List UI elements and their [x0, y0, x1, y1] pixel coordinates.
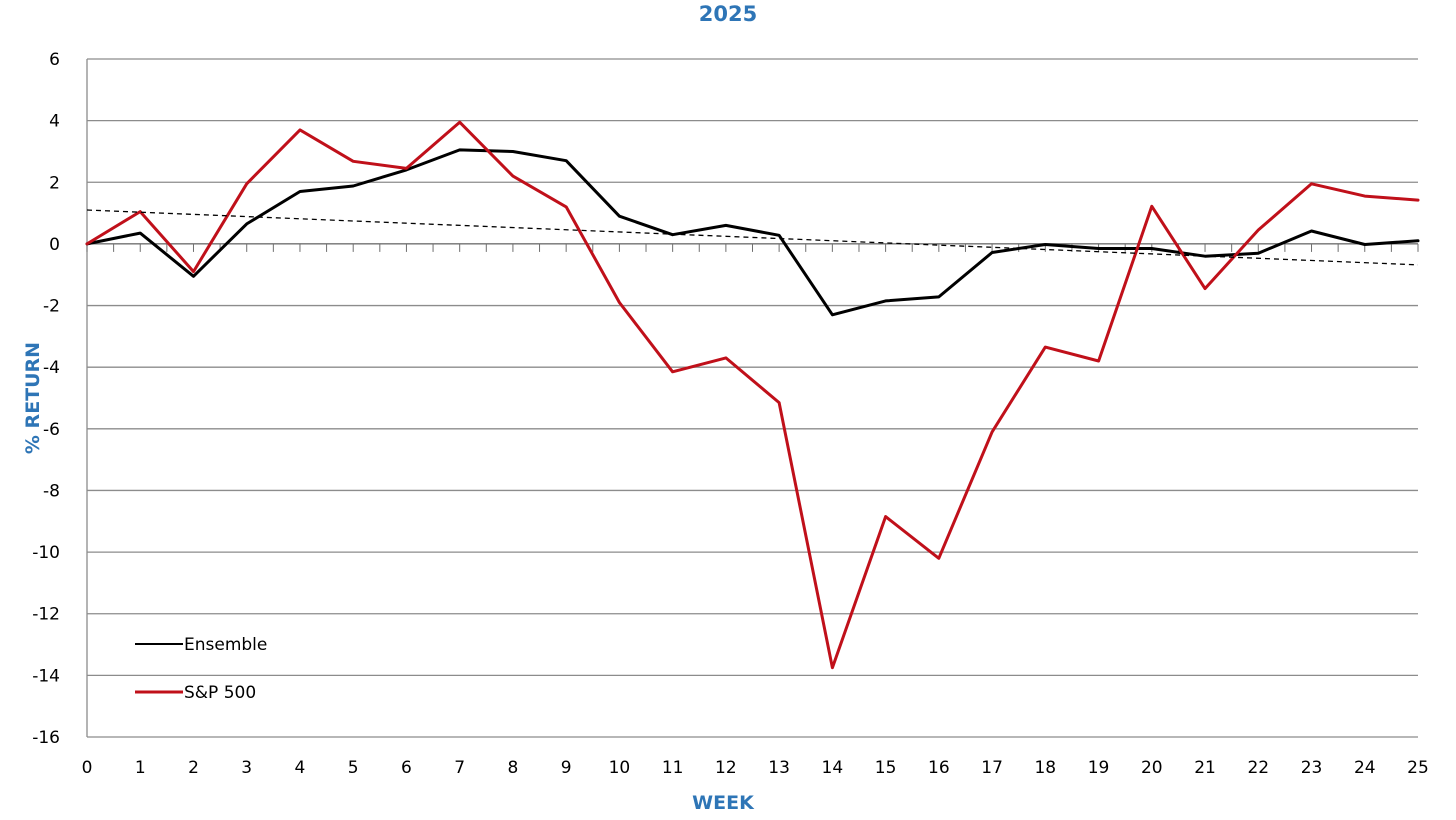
y-axis: 6 4 2 0 -2 -4 -6 -8 -10 -12 -14 -16 — [32, 50, 88, 748]
series-lines — [85, 120, 1420, 670]
x-tick-label: 7 — [454, 758, 465, 778]
x-tick-label: 1 — [135, 758, 146, 778]
x-tick-label: 16 — [928, 758, 950, 778]
x-tick-label: 18 — [1034, 758, 1056, 778]
x-tick-label: 2 — [188, 758, 199, 778]
y-tick-label: -6 — [43, 420, 60, 440]
gridlines — [87, 58, 1418, 738]
y-tick-label: -10 — [32, 543, 60, 563]
x-tick-label: 23 — [1301, 758, 1323, 778]
x-tick-label: 22 — [1247, 758, 1269, 778]
x-tick-label: 8 — [508, 758, 519, 778]
y-tick-label: -4 — [43, 358, 60, 378]
chart-subtitle: 2025 — [698, 2, 758, 26]
x-axis: 0 1 2 3 4 5 6 7 8 9 10 11 12 13 14 15 16 17 18 19 20 21 22 23 24… — [82, 243, 1429, 778]
y-tick-label: 4 — [49, 112, 60, 132]
x-tick-label: 11 — [662, 758, 684, 778]
series-line-ensemble — [85, 148, 1420, 317]
legend-label-s-p-500: S&P 500 — [184, 683, 256, 703]
x-tick-label: 0 — [82, 758, 93, 778]
x-axis-label: WEEK — [692, 792, 754, 814]
series-line-s-p-500 — [85, 120, 1420, 670]
x-tick-label: 15 — [875, 758, 897, 778]
y-tick-label: 0 — [49, 235, 60, 255]
y-axis-label: % RETURN — [22, 341, 44, 455]
x-tick-label: 9 — [561, 758, 572, 778]
x-tick-label: 10 — [609, 758, 631, 778]
trendline — [86, 209, 1419, 266]
x-tick-label: 20 — [1141, 758, 1163, 778]
x-tick-label: 19 — [1088, 758, 1110, 778]
legend: Ensemble S&P 500 — [135, 635, 267, 703]
x-tick-label: 14 — [822, 758, 844, 778]
x-tick-label: 24 — [1354, 758, 1376, 778]
y-tick-label: -16 — [32, 728, 60, 748]
x-tick-label: 3 — [241, 758, 252, 778]
x-tick-label: 6 — [401, 758, 412, 778]
y-tick-label: -8 — [43, 481, 60, 501]
x-tick-label: 13 — [768, 758, 790, 778]
legend-label-ensemble: Ensemble — [184, 635, 267, 655]
y-tick-label: 6 — [49, 50, 60, 70]
y-tick-label: -14 — [32, 666, 60, 686]
x-tick-label: 4 — [295, 758, 306, 778]
y-tick-label: -2 — [43, 297, 60, 317]
y-tick-label: 2 — [49, 173, 60, 193]
y-tick-label: -12 — [32, 605, 60, 625]
x-tick-label: 17 — [981, 758, 1003, 778]
x-tick-label: 12 — [715, 758, 737, 778]
x-tick-label: 5 — [348, 758, 359, 778]
x-tick-label: 25 — [1407, 758, 1429, 778]
x-tick-label: 21 — [1194, 758, 1216, 778]
